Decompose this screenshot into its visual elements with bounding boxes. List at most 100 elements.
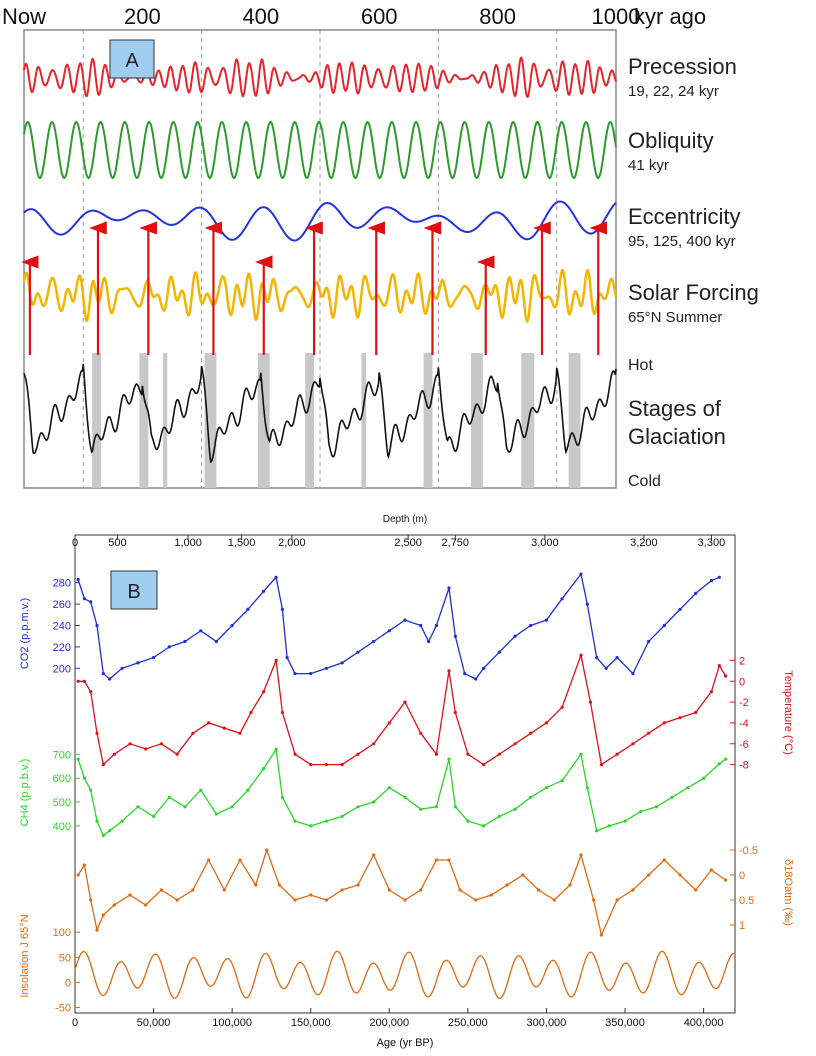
interglacial-band-3 xyxy=(204,353,217,488)
18oatm-point-35 xyxy=(568,883,572,887)
ch4-point-14 xyxy=(246,788,250,792)
co2-tick-label-1: 220 xyxy=(53,642,71,654)
18oatm-point-38 xyxy=(599,933,604,937)
18oatm-point-31 xyxy=(505,883,509,887)
ch4-point-40 xyxy=(607,824,611,828)
temperature-point-9 xyxy=(175,752,179,756)
temperature-point-7 xyxy=(144,747,148,751)
co2-point-42 xyxy=(595,656,599,660)
ch4-point-31 xyxy=(482,824,486,828)
insolation-tick-label-1: 0 xyxy=(65,977,71,989)
ch4-point-36 xyxy=(560,779,564,783)
18oatm-point-3 xyxy=(95,928,99,932)
legend-subtitle-3: 65°N Summer xyxy=(628,309,722,326)
co2-point-16 xyxy=(274,575,278,579)
legend-title-1: Obliquity xyxy=(628,128,714,153)
ch4-tick-label-0: 400 xyxy=(53,821,71,833)
co2-point-17 xyxy=(280,607,284,612)
a-top-tick-label-2: 400 xyxy=(242,4,279,29)
co2-point-20 xyxy=(309,672,313,676)
co2-tick-label-0: 200 xyxy=(53,663,71,675)
co2-line xyxy=(77,572,720,680)
ch4-point-2 xyxy=(89,788,93,792)
temperature-point-0 xyxy=(76,679,80,683)
co2-point-13 xyxy=(230,623,234,628)
co2-point-21 xyxy=(324,666,328,670)
18oatm-point-9 xyxy=(175,898,179,902)
temperature-point-22 xyxy=(356,752,360,756)
ch4-point-8 xyxy=(152,814,156,819)
ch4-point-41 xyxy=(623,819,627,823)
co2-point-36 xyxy=(513,634,517,638)
temperature-point-10 xyxy=(191,731,195,735)
ch4-point-9 xyxy=(167,795,171,799)
temperature-point-37 xyxy=(579,653,583,657)
18oatm-point-1 xyxy=(82,863,86,867)
co2-point-48 xyxy=(678,607,682,612)
depth-tick-label-5: 2,500 xyxy=(394,537,422,549)
18oatm-point-5 xyxy=(112,903,116,907)
temperature-point-6 xyxy=(128,742,132,746)
temperature-point-32 xyxy=(497,752,501,756)
ch4-point-22 xyxy=(356,805,360,809)
18oatm-point-45 xyxy=(709,868,714,872)
ch4-point-29 xyxy=(453,805,457,809)
panel-a-legend: Precession 19, 22, 24 kyr Obliquity 41 kyr E… xyxy=(628,54,759,490)
interglacial-band-7 xyxy=(423,353,433,488)
18oatm-point-36 xyxy=(579,853,583,857)
ch4-point-18 xyxy=(293,819,297,823)
18oatm-point-0 xyxy=(76,873,80,877)
temperature-point-26 xyxy=(419,731,423,735)
interglacial-band-0 xyxy=(92,353,101,488)
temperature-point-42 xyxy=(647,731,651,735)
co2-point-41 xyxy=(585,602,589,606)
18oatm-point-21 xyxy=(356,883,360,887)
co2-point-25 xyxy=(387,629,391,633)
18oatm-point-11 xyxy=(207,858,211,862)
insolation-tick-label-2: 50 xyxy=(59,952,71,964)
co2-point-3 xyxy=(95,623,99,628)
ch4-point-38 xyxy=(585,786,589,790)
temperature-tick-label-0: 2 xyxy=(739,655,745,667)
18oatm-point-17 xyxy=(293,898,297,902)
age-axis-title: Age (yr BP) xyxy=(377,1037,434,1049)
18oatm-point-19 xyxy=(324,898,328,902)
co2-point-35 xyxy=(497,650,501,654)
ch4-point-7 xyxy=(136,805,140,809)
temperature-point-19 xyxy=(309,763,313,767)
insolation-axis-label: Insolation J 65°N xyxy=(19,914,31,997)
ch4-point-5 xyxy=(108,829,112,833)
ch4-point-12 xyxy=(214,812,218,816)
temperature-point-34 xyxy=(529,731,533,735)
ch4-point-27 xyxy=(434,805,438,809)
ch4-point-30 xyxy=(466,819,470,823)
temperature-tick-label-2: -2 xyxy=(739,697,749,709)
ch4-point-46 xyxy=(702,776,706,780)
hot-label: Hot xyxy=(628,357,653,374)
panel-b-frame xyxy=(74,534,736,1014)
co2-point-43 xyxy=(604,666,608,670)
ch4-tick-label-1: 500 xyxy=(53,797,71,809)
interglacial-band-2 xyxy=(163,353,168,488)
co2-point-11 xyxy=(199,629,203,633)
temperature-tick-label-4: -6 xyxy=(739,739,749,751)
18oatm-point-32 xyxy=(521,873,525,877)
ch4-point-32 xyxy=(497,814,501,819)
co2-point-10 xyxy=(183,639,187,644)
ch4-point-43 xyxy=(654,805,659,809)
temperature-point-40 xyxy=(615,752,619,756)
18oatm-point-6 xyxy=(128,893,132,897)
18oatm-point-13 xyxy=(238,858,242,862)
insolation-line xyxy=(74,950,736,1000)
18oatm-point-18 xyxy=(309,893,313,897)
interglacial-band-9 xyxy=(521,353,535,488)
ch4-point-11 xyxy=(199,788,203,792)
temperature-point-41 xyxy=(631,742,635,746)
co2-point-6 xyxy=(120,666,124,670)
co2-point-5 xyxy=(108,677,112,681)
18oatm-line xyxy=(77,847,726,938)
ch4-point-13 xyxy=(230,805,234,809)
age-tick-label-8: 400,000 xyxy=(684,1017,724,1029)
ch4-point-6 xyxy=(120,819,124,823)
